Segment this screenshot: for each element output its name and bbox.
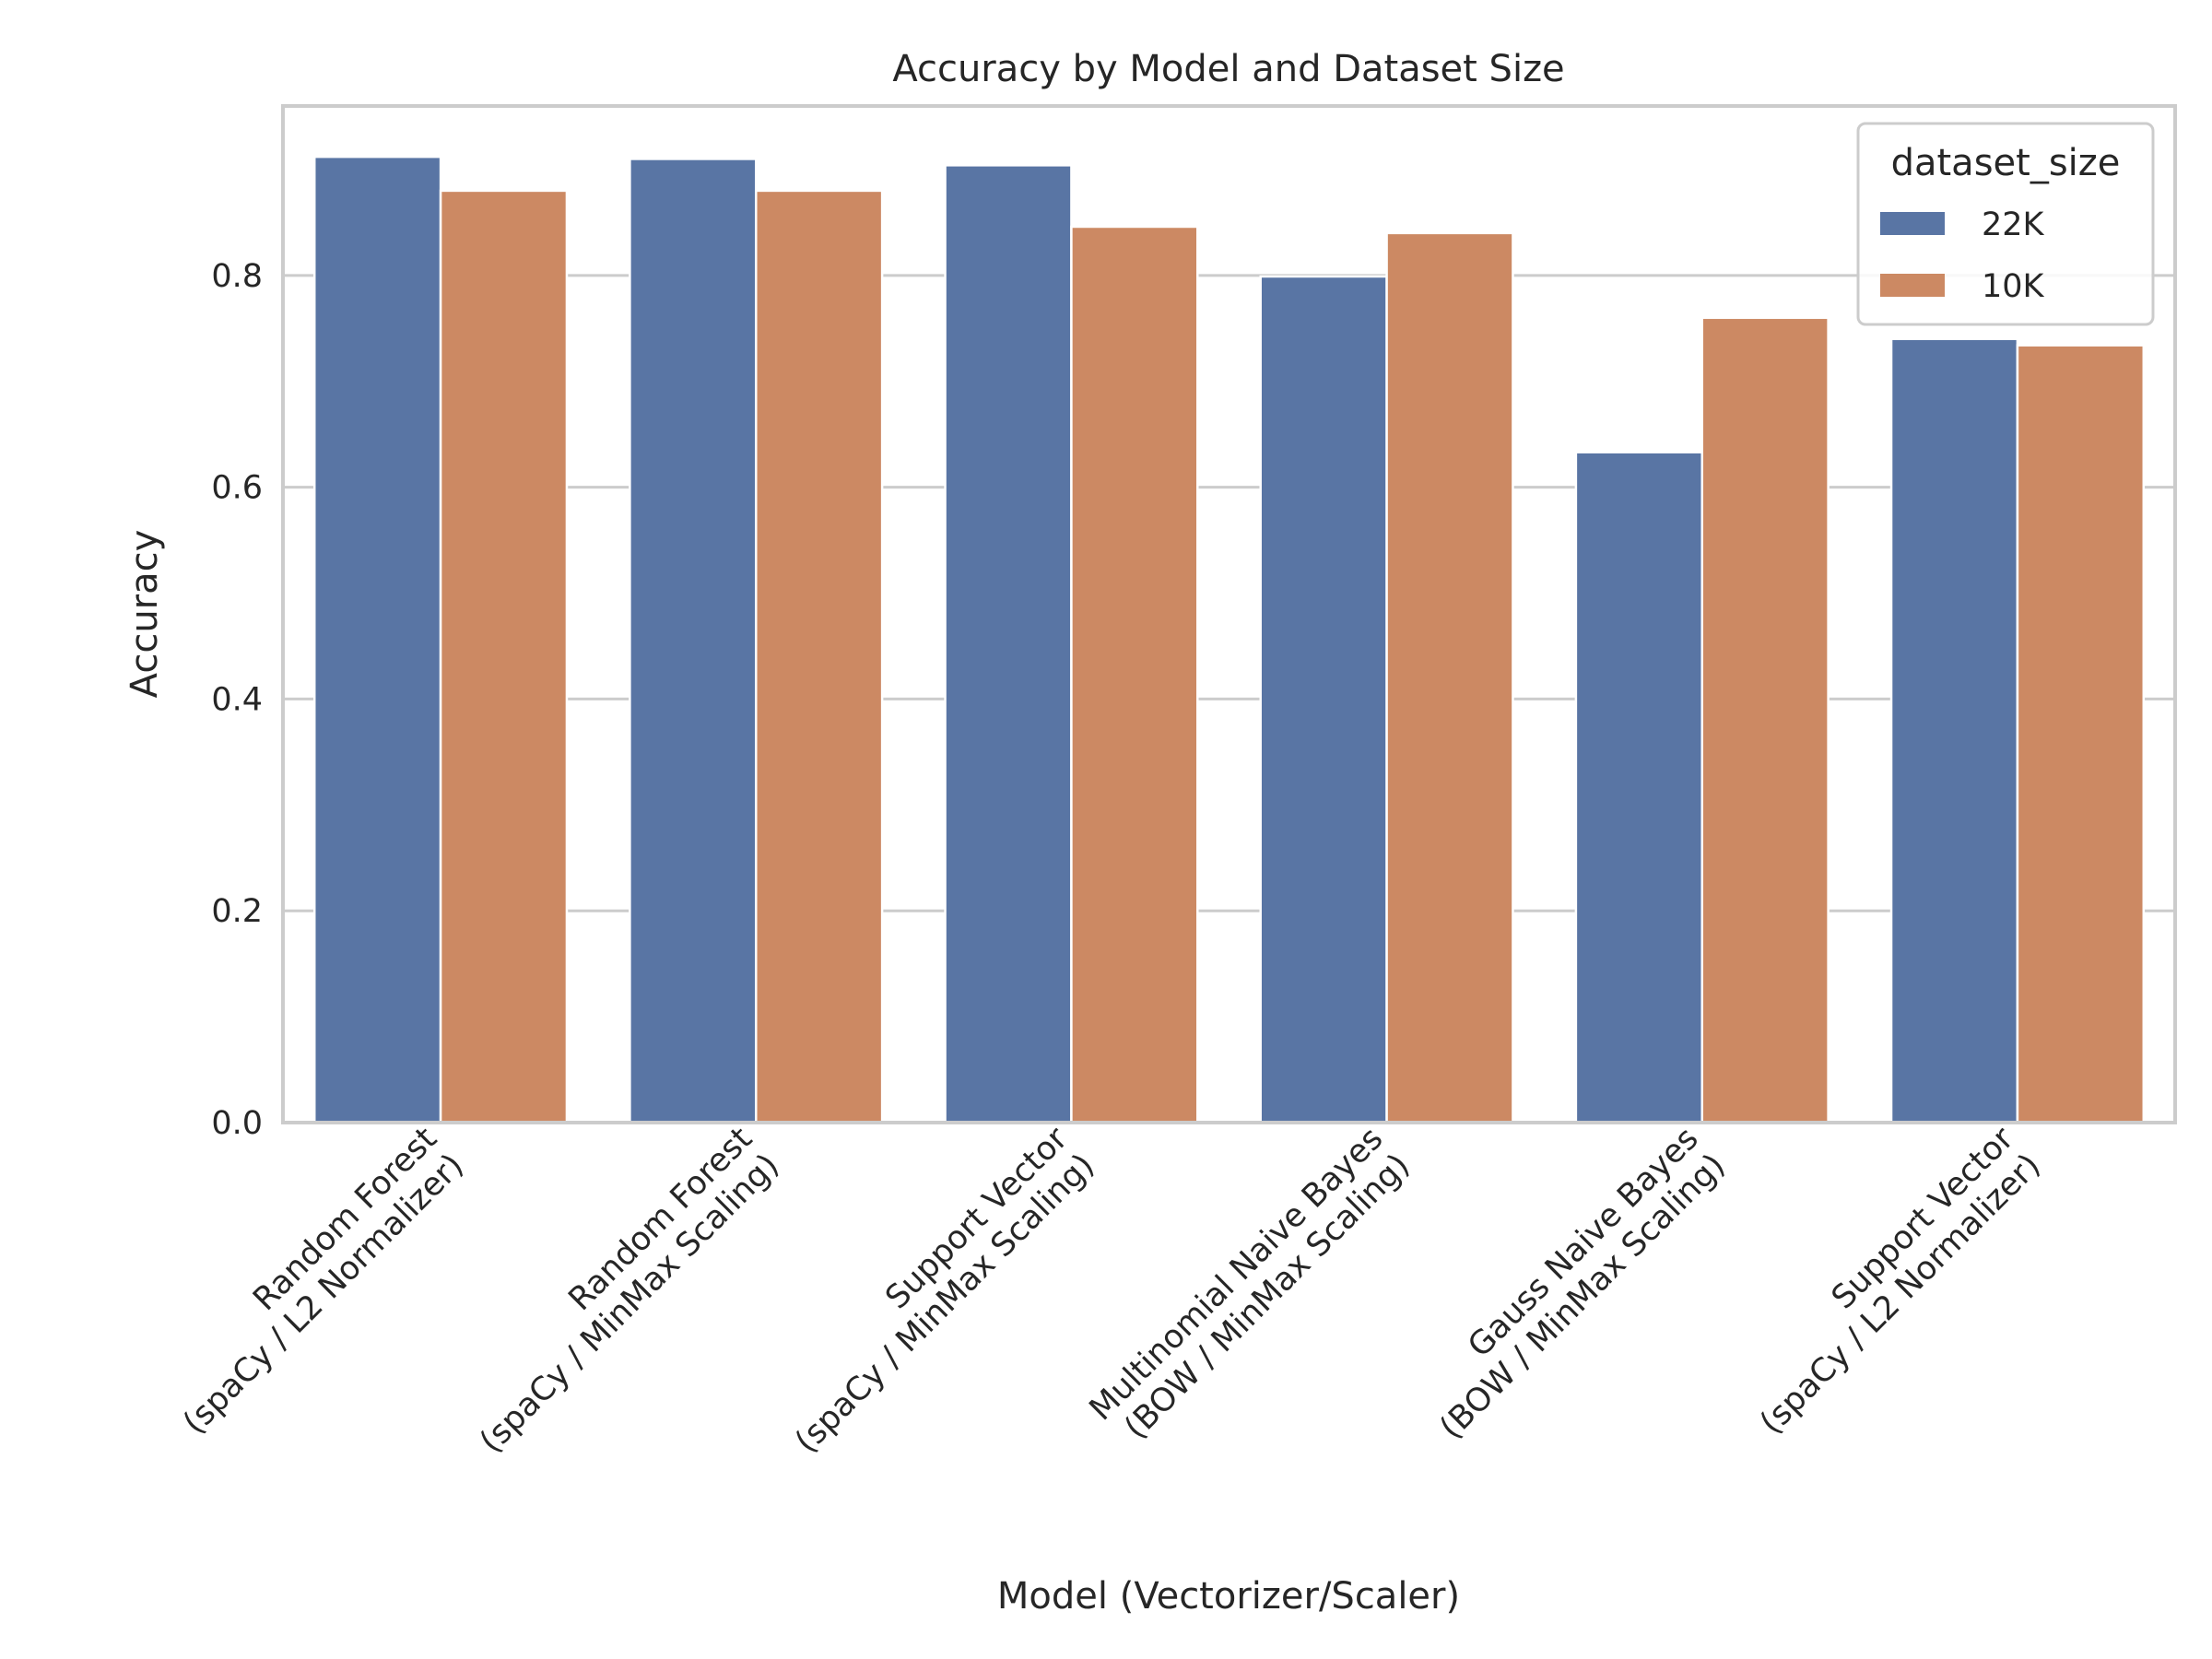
y-tick-label: 0.6	[211, 470, 263, 507]
legend-swatch-10k	[1880, 274, 1945, 297]
bars	[312, 155, 2146, 1124]
bar-10k-1	[439, 189, 569, 1124]
x-tick-label: Support Vector(spaCy / MinMax Scaling)	[761, 1120, 1101, 1460]
x-axis-label: Model (Vectorizer/Scaler)	[997, 1575, 1460, 1618]
x-tick-label: Support Vector(spaCy / L2 Normalizer)	[1726, 1120, 2048, 1441]
x-tick-label: Multinomial Naive Bayes(BOW / MinMax Sca…	[1083, 1121, 1418, 1455]
y-tick-label: 0.2	[211, 893, 263, 930]
bar-10k-6	[2016, 344, 2146, 1124]
x-tick-labels: Random Forest(spaCy / L2 Normalizer) Rand…	[149, 1120, 2048, 1461]
legend: dataset_size 22K 10K	[1856, 122, 2155, 326]
bar-10k-2	[755, 189, 884, 1124]
bar-10k-5	[1700, 316, 1830, 1124]
bar-10k-3	[1070, 225, 1199, 1124]
bar-22k-5	[1574, 451, 1703, 1124]
y-tick-label: 0.4	[211, 681, 263, 718]
bar-10k-4	[1385, 231, 1514, 1124]
legend-title: dataset_size	[1891, 142, 2121, 184]
x-tick-label: Gauss Naive Bayes(BOW / MinMax Scaling)	[1406, 1121, 1733, 1447]
y-tick-label: 0.8	[211, 258, 263, 295]
x-tick-label: Random Forest(spaCy / L2 Normalizer)	[149, 1121, 471, 1442]
bar-22k-1	[312, 155, 442, 1124]
chart-title: Accuracy by Model and Dataset Size	[892, 48, 1564, 90]
plot-frame	[281, 104, 2177, 1124]
x-tick-label: Random Forest(spaCy / MinMax Scaling)	[446, 1121, 786, 1461]
y-tick-label: 0.0	[211, 1105, 263, 1142]
legend-label-22k: 22K	[1982, 206, 2045, 243]
y-axis-label: Accuracy	[124, 530, 166, 699]
bar-22k-6	[1889, 337, 2019, 1124]
bar-22k-4	[1259, 275, 1388, 1124]
bar-22k-3	[944, 164, 1073, 1124]
legend-label-10k: 10K	[1982, 268, 2045, 305]
bar-22k-2	[629, 158, 758, 1124]
legend-swatch-22k	[1880, 212, 1945, 235]
y-tick-labels: 0.0 0.2 0.4 0.6 0.8	[211, 258, 263, 1142]
